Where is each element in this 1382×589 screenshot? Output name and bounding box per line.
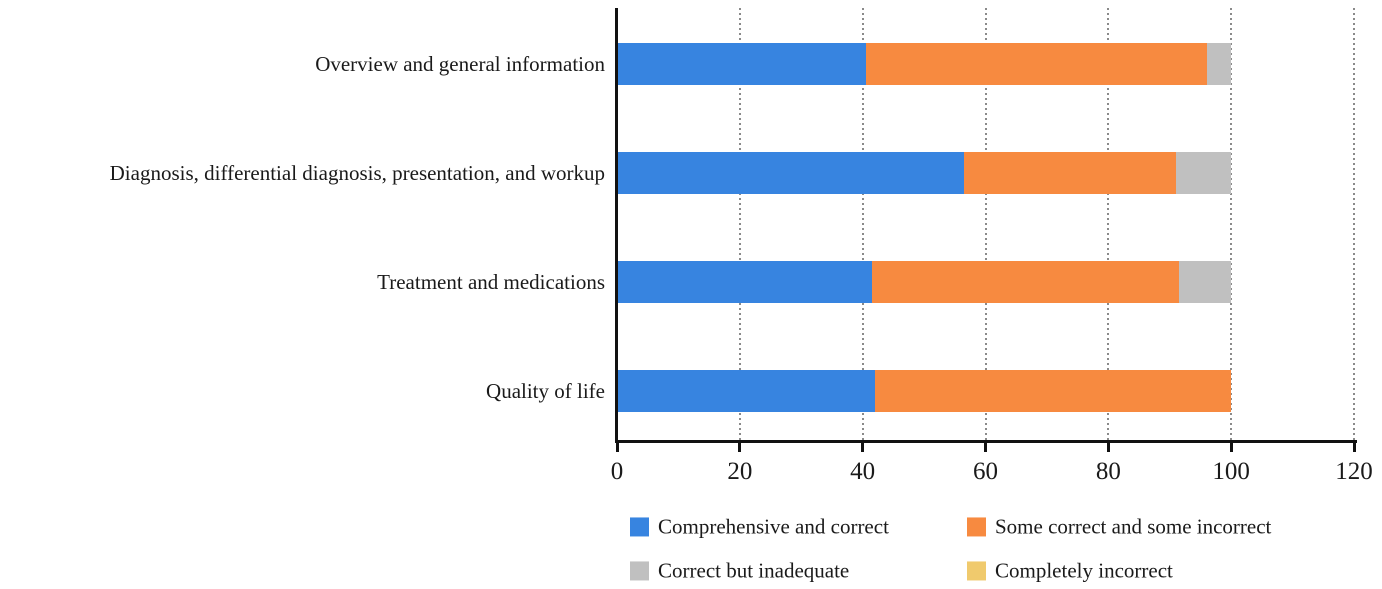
plot-area [617,8,1355,443]
bar-segment-series-2 [964,152,1176,194]
legend-label: Correct but inadequate [658,558,850,583]
bar-row-4 [617,370,1354,412]
bar-segment-series-3 [1175,152,1232,194]
x-tick-label-100: 100 [1212,458,1250,485]
x-axis-spine [615,440,1357,443]
legend-label: Some correct and some incorrect [995,514,1272,539]
x-tick-label-40: 40 [850,458,876,485]
x-tick-label-20: 20 [727,458,753,485]
legend-label: Completely incorrect [995,558,1173,583]
bar-row-3 [617,261,1354,303]
gridline-x-60 [984,8,987,443]
gridline-x-20 [738,8,741,443]
x-tick-label-120: 120 [1335,458,1373,485]
x-tick-label-0: 0 [610,458,624,485]
x-tick-0 [615,442,619,452]
bar-segment-series-2 [874,370,1232,412]
gridline-x-40 [861,8,864,443]
category-label-3: Treatment and medications [377,269,605,294]
bar-segment-series-1 [617,261,872,303]
bar-segment-series-2 [865,43,1207,85]
x-tick-60 [984,442,987,452]
bar-segment-series-3 [1206,43,1232,85]
legend-item-3: Correct but inadequate [630,559,849,582]
x-tick-120 [1352,442,1356,452]
category-label-1: Overview and general information [315,51,605,76]
gridline-x-100 [1230,8,1233,443]
legend-swatch-icon [630,517,649,537]
bar-row-2 [617,152,1354,194]
bar-segment-series-3 [1178,261,1232,303]
legend-swatch-icon [630,561,649,581]
legend-item-4: Completely incorrect [967,559,1173,582]
legend-swatch-icon [967,517,986,537]
bar-segment-series-1 [617,43,866,85]
gridline-x-80 [1107,8,1110,443]
bar-segment-series-2 [871,261,1179,303]
x-tick-40 [861,442,865,452]
legend-swatch-icon [967,561,986,581]
x-tick-label-60: 60 [973,458,998,485]
x-tick-80 [1106,442,1110,452]
gridline-x-120 [1353,8,1355,443]
bar-row-1 [617,43,1354,85]
legend-item-1: Comprehensive and correct [630,515,889,538]
bar-segment-series-1 [617,152,964,194]
bar-segment-series-1 [617,370,875,412]
x-tick-label-80: 80 [1095,458,1121,485]
x-tick-100 [1229,442,1233,452]
x-tick-20 [738,442,742,452]
category-label-4: Quality of life [486,378,605,403]
category-label-2: Diagnosis, differential diagnosis, prese… [109,160,605,185]
legend-item-2: Some correct and some incorrect [967,515,1271,538]
y-axis-spine [615,8,618,443]
legend-label: Comprehensive and correct [658,514,889,539]
